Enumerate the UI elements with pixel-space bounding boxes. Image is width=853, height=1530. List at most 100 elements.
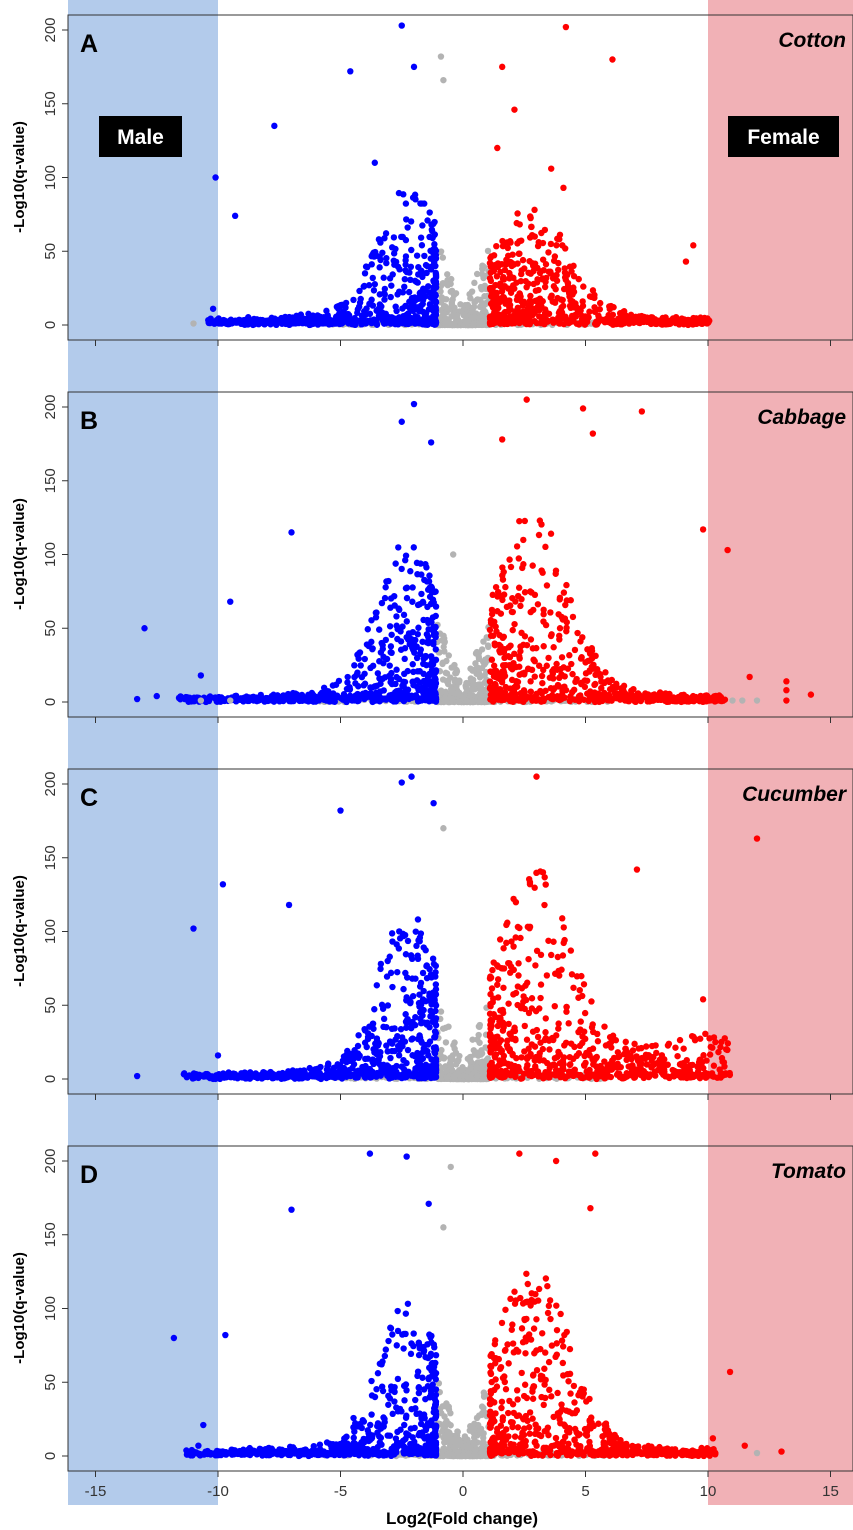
data-point — [402, 557, 409, 564]
data-point — [452, 676, 459, 684]
data-point — [409, 644, 416, 651]
data-point — [227, 697, 234, 704]
data-point — [545, 654, 552, 662]
data-point — [431, 990, 439, 997]
data-point — [531, 673, 538, 680]
data-point — [506, 1030, 513, 1037]
data-point — [396, 928, 403, 935]
data-point — [325, 1060, 332, 1067]
data-point — [575, 275, 582, 283]
data-point — [565, 1068, 573, 1075]
data-point — [402, 261, 409, 268]
data-point — [563, 1008, 570, 1015]
data-point — [588, 998, 595, 1005]
data-point — [547, 240, 555, 248]
data-point — [562, 23, 570, 31]
data-point — [547, 609, 554, 616]
data-point — [534, 1068, 542, 1075]
data-point — [376, 264, 383, 271]
data-point — [530, 656, 537, 663]
data-point — [509, 626, 516, 634]
data-point — [344, 673, 351, 681]
data-point — [378, 1001, 386, 1009]
data-point — [422, 1041, 429, 1049]
data-point — [547, 294, 554, 301]
data-point — [430, 277, 437, 284]
data-point — [404, 1046, 412, 1054]
data-point — [553, 660, 560, 668]
data-point — [420, 616, 427, 624]
data-point — [637, 1064, 644, 1071]
data-point — [499, 662, 507, 669]
y-axis-title: -Log10(q-value) — [11, 875, 28, 987]
data-point — [453, 1057, 461, 1065]
data-point — [364, 1033, 372, 1041]
data-point — [487, 991, 494, 998]
data-point — [412, 928, 419, 935]
data-point — [646, 316, 653, 324]
data-point — [373, 307, 381, 314]
data-point — [490, 694, 497, 702]
data-point — [447, 280, 454, 288]
data-point — [521, 589, 529, 596]
data-point — [625, 694, 633, 701]
data-point — [364, 626, 371, 633]
data-point — [683, 1056, 690, 1064]
data-point — [416, 991, 423, 998]
data-point — [783, 678, 790, 685]
data-point — [580, 1028, 588, 1035]
data-point — [486, 678, 494, 685]
data-point — [456, 1052, 463, 1060]
data-point — [680, 1045, 687, 1052]
data-point — [477, 283, 485, 291]
data-point — [439, 1025, 447, 1032]
data-point — [386, 662, 393, 669]
data-point — [660, 319, 668, 327]
data-point — [419, 684, 426, 691]
data-point — [555, 967, 562, 975]
data-point — [401, 670, 408, 678]
data-point — [664, 1042, 672, 1049]
data-point — [432, 271, 440, 278]
data-point — [610, 304, 617, 311]
data-point — [666, 690, 673, 698]
data-point — [724, 1046, 731, 1054]
data-point — [466, 291, 473, 298]
data-point — [344, 1047, 351, 1055]
data-point — [473, 1063, 480, 1071]
data-point — [508, 608, 516, 616]
data-point — [501, 654, 508, 662]
data-point — [494, 144, 501, 152]
data-point — [561, 269, 569, 276]
data-point — [598, 678, 605, 685]
data-point — [467, 1058, 474, 1065]
data-point — [486, 275, 494, 282]
panel-letter: B — [80, 407, 98, 435]
data-point — [430, 628, 437, 635]
data-point — [496, 936, 504, 943]
data-point — [490, 252, 498, 259]
data-point — [706, 1051, 714, 1058]
data-point — [408, 303, 416, 310]
data-point — [301, 317, 308, 325]
data-point — [417, 234, 425, 241]
data-point — [415, 624, 422, 631]
data-point — [591, 308, 599, 315]
data-point — [547, 951, 555, 959]
data-point — [534, 601, 542, 608]
data-point — [531, 206, 538, 214]
data-point — [500, 945, 507, 952]
data-point — [426, 990, 433, 997]
data-point — [426, 289, 433, 296]
data-point — [661, 1066, 668, 1073]
data-point — [783, 687, 790, 694]
data-point — [407, 314, 414, 322]
data-point — [570, 273, 578, 280]
data-point — [699, 526, 707, 533]
data-point — [664, 1073, 671, 1080]
data-point — [565, 1020, 572, 1027]
data-point — [635, 319, 642, 326]
data-point — [425, 639, 432, 647]
data-point — [547, 530, 555, 537]
data-point — [491, 302, 499, 309]
